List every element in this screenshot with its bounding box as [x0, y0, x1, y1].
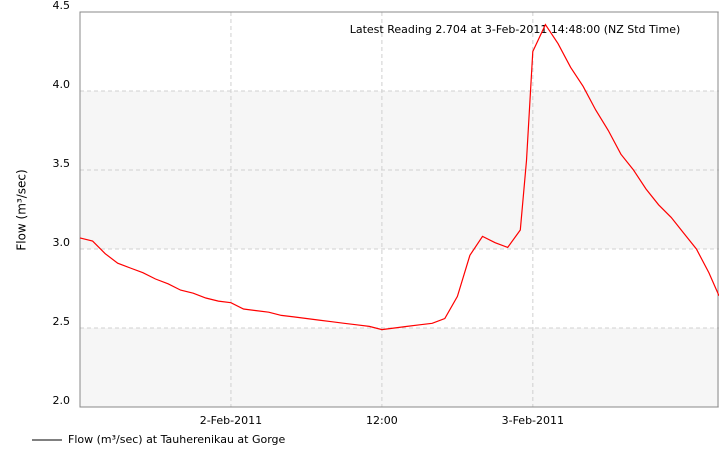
bands: [80, 91, 719, 407]
legend-label: Flow (m³/sec) at Tauherenikau at Gorge: [68, 433, 286, 446]
plot-frame: [79, 11, 719, 408]
series-line: [79, 23, 719, 331]
y-tick-label: 2.5: [53, 315, 71, 328]
x-tick-label: 2-Feb-2011: [200, 414, 262, 427]
band: [80, 328, 719, 407]
y-tick-label: 4.0: [53, 78, 71, 91]
y-tick-label: 3.0: [53, 236, 71, 249]
y-axis-label: Flow (m³/sec): [15, 169, 29, 250]
band: [80, 170, 719, 249]
band: [80, 91, 719, 170]
x-tick-label: 3-Feb-2011: [502, 414, 564, 427]
y-tick-label: 3.5: [53, 157, 71, 170]
x-tick-label: 12:00: [366, 414, 398, 427]
y-tick-label: 4.5: [53, 0, 71, 12]
y-tick-label: 2.0: [53, 394, 71, 407]
annotation: Latest Reading 2.704 at 3-Feb-2011 14:48…: [350, 23, 681, 36]
